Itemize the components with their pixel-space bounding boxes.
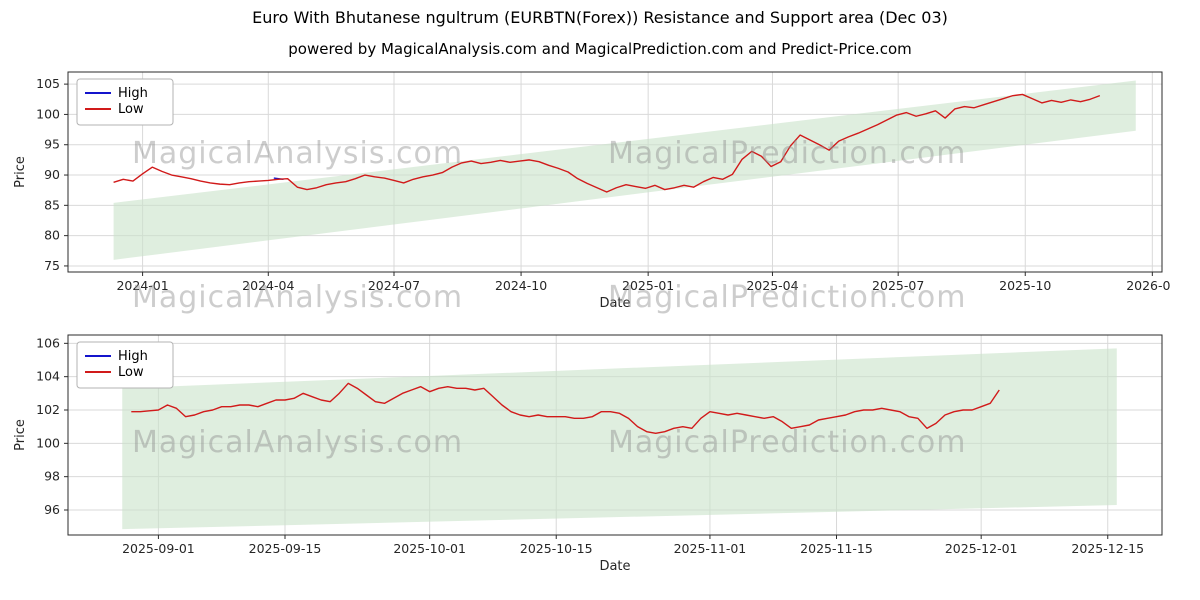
- series-line-low: [113, 93, 1101, 193]
- y-tick-label: 95: [44, 137, 60, 152]
- x-tick-label: 2025-07: [872, 278, 924, 293]
- chart-canvas: 2025-09-01 2025-09-15 2025-10-01 2025-10-15…: [13, 334, 1163, 574]
- legend-label-low: Low: [118, 102, 144, 117]
- y-tick-label: 75: [44, 258, 60, 273]
- y-axis-label: Price: [13, 156, 28, 188]
- x-tick-label: 2025-09-15: [249, 541, 322, 556]
- legend-label-high: High: [118, 86, 148, 101]
- x-tick-label: 2024-07: [368, 278, 420, 293]
- x-tick-label: 2025-11-15: [800, 541, 873, 556]
- support-resistance-band: [113, 80, 1136, 260]
- x-tick-label: 2025-11-01: [674, 541, 747, 556]
- x-tick-label: 2025-12-01: [945, 541, 1018, 556]
- legend-label-high: High: [118, 349, 148, 364]
- series-line-low: [131, 382, 1000, 435]
- x-tick-label: 2024-10: [495, 278, 547, 293]
- y-tick-label: 105: [36, 76, 60, 91]
- y-tick-label: 104: [36, 369, 60, 384]
- axes-frame: [67, 71, 1163, 273]
- x-tick-label: 2025-10-01: [393, 541, 466, 556]
- x-tick-label: 2024-04: [242, 278, 294, 293]
- y-tick-label: 80: [44, 228, 60, 243]
- x-tick-label: 2025-12-15: [1071, 541, 1144, 556]
- x-tick-label: 2025-01: [622, 278, 674, 293]
- support-resistance-band: [122, 348, 1117, 530]
- x-tick-label: 2026-01: [1126, 278, 1170, 293]
- axis-ticks: 2024-01 2024-04 2024-07 2024-10 2025-01 2025-…: [36, 76, 1178, 293]
- figure-subtitle: powered by MagicalAnalysis.com and Magic…: [288, 40, 912, 58]
- x-axis-label: Date: [599, 296, 630, 311]
- chart-canvas: 2024-01 2024-04 2024-07 2024-10 2025-01 2025-…: [13, 71, 1178, 311]
- y-axis-label: Price: [13, 419, 28, 451]
- y-tick-label: 85: [44, 197, 60, 212]
- x-tick-label: 2025-10-15: [520, 541, 593, 556]
- axis-ticks: 2025-09-01 2025-09-15 2025-10-01 2025-10-15…: [36, 335, 1144, 556]
- bottom-chart: 2025-09-01 2025-09-15 2025-10-01 2025-10-15…: [10, 325, 1170, 575]
- x-axis-label: Date: [599, 559, 630, 574]
- y-tick-label: 102: [36, 402, 60, 417]
- x-tick-label: 2025-04: [746, 278, 798, 293]
- y-tick-label: 96: [44, 502, 60, 517]
- figure-title: Euro With Bhutanese ngultrum (EURBTN(For…: [252, 8, 948, 27]
- y-tick-label: 90: [44, 167, 60, 182]
- x-tick-label: 2025-10: [999, 278, 1051, 293]
- y-tick-label: 98: [44, 469, 60, 484]
- legend-label-low: Low: [118, 365, 144, 380]
- x-tick-label: 2024-01: [116, 278, 168, 293]
- y-tick-label: 100: [36, 435, 60, 450]
- y-tick-label: 100: [36, 106, 60, 121]
- top-chart: 2024-01 2024-04 2024-07 2024-10 2025-01 2025-…: [10, 62, 1178, 312]
- axes-frame: [67, 334, 1163, 536]
- y-tick-label: 106: [36, 335, 60, 350]
- x-tick-label: 2025-09-01: [122, 541, 195, 556]
